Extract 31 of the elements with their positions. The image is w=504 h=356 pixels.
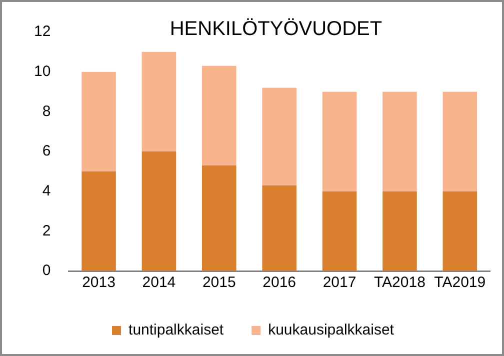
bar [262, 88, 296, 186]
bar [382, 92, 417, 192]
x-tick-label: 2016 [262, 274, 296, 292]
y-tick-label: 6 [42, 142, 51, 160]
x-tick-label: 2017 [322, 274, 356, 292]
bar [82, 171, 116, 271]
y-tick-label: 8 [42, 102, 51, 120]
y-tick-label: 4 [42, 182, 51, 200]
x-tick-label: 2014 [142, 274, 176, 292]
x-tick-label: 2013 [82, 274, 116, 292]
bar [202, 165, 236, 271]
x-tick-label: 2015 [202, 274, 236, 292]
y-tick-label: 2 [42, 222, 51, 240]
bar [82, 72, 116, 172]
bar [442, 191, 478, 271]
x-tick-label: TA2018 [374, 274, 426, 292]
legend-label: tuntipalkkaiset [128, 322, 224, 339]
bar [322, 191, 357, 271]
legend-label: kuukausipalkkaiset [268, 322, 395, 339]
chart-title: HENKILÖTYÖVUODET [168, 18, 384, 41]
y-tick-label: 0 [42, 262, 51, 280]
bar [322, 92, 357, 192]
bar [382, 191, 417, 271]
bar [202, 66, 236, 166]
bar [142, 152, 176, 271]
bar [142, 52, 176, 152]
y-tick-label: 10 [34, 62, 51, 80]
bar [262, 185, 296, 271]
y-tick-label: 12 [34, 23, 51, 40]
bar [442, 92, 478, 192]
x-tick-label: TA2019 [434, 274, 486, 292]
